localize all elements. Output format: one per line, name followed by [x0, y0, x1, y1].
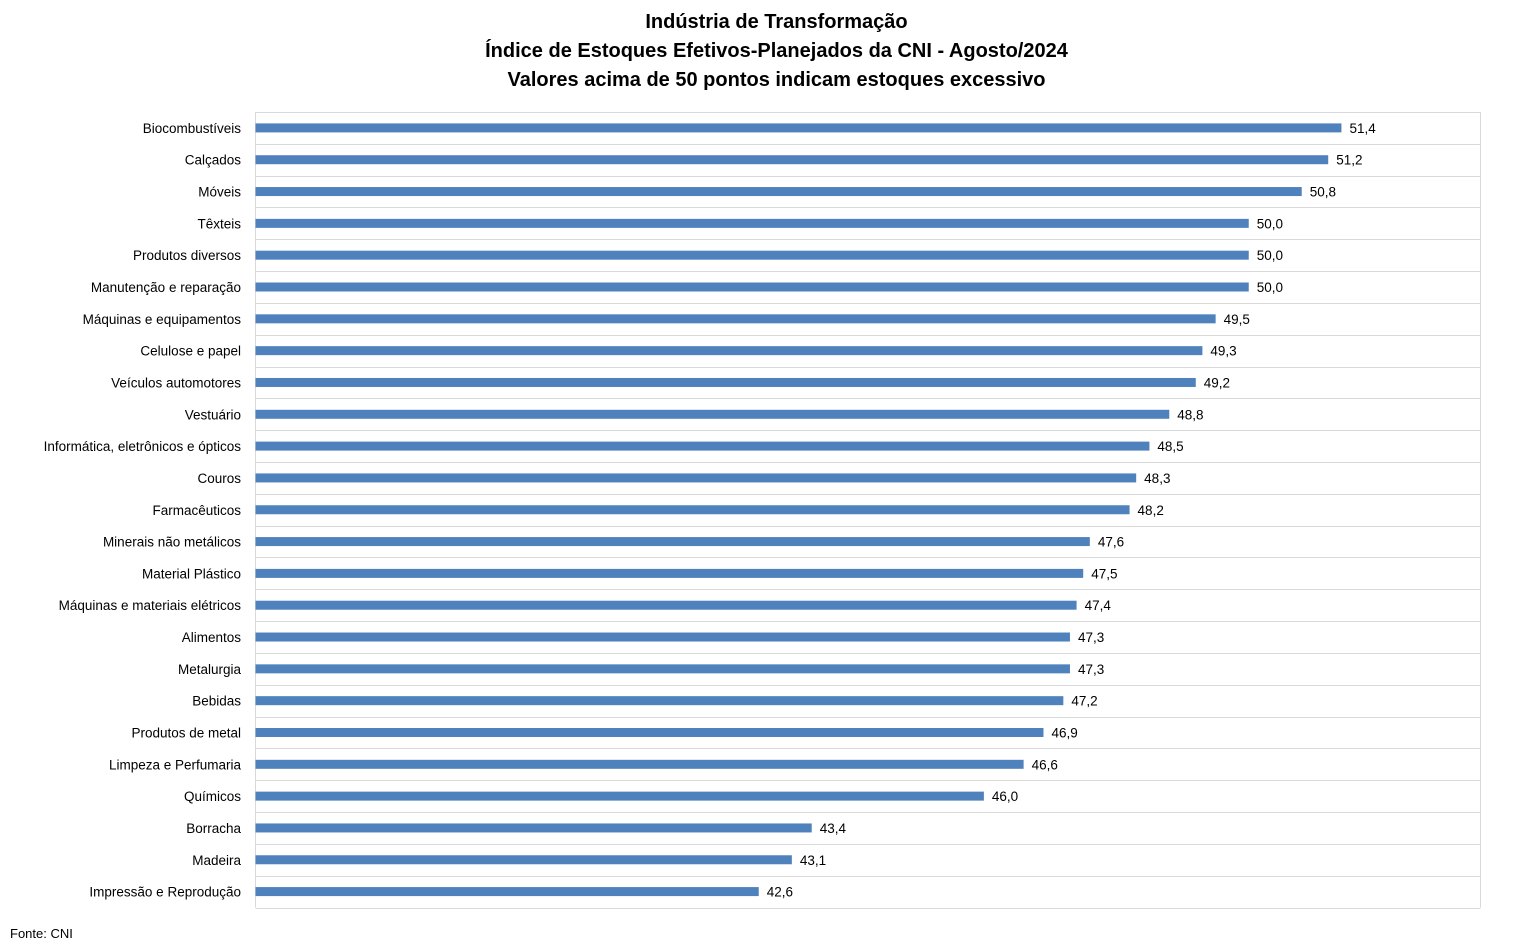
bar — [255, 282, 1249, 292]
data-label: 50,0 — [1257, 248, 1283, 263]
category-label: Celulose e papel — [140, 344, 241, 359]
data-label: 47,6 — [1098, 535, 1124, 550]
category-label: Minerais não metálicos — [103, 535, 241, 550]
data-label: 50,0 — [1257, 280, 1283, 295]
data-label: 47,5 — [1091, 566, 1117, 581]
bar — [255, 441, 1150, 451]
category-label: Máquinas e equipamentos — [83, 312, 242, 327]
bar — [255, 568, 1084, 578]
bar — [255, 537, 1090, 547]
category-label: Farmacêuticos — [152, 503, 241, 518]
bar — [255, 187, 1302, 197]
category-labels: Biocombustíveis Calçados Móveis Têxteis Prod… — [44, 121, 242, 900]
data-label: 49,2 — [1204, 375, 1230, 390]
data-label: 46,0 — [992, 789, 1018, 804]
data-label: 48,8 — [1177, 407, 1203, 422]
data-label: 50,0 — [1257, 216, 1283, 231]
bar — [255, 314, 1216, 324]
bar — [255, 664, 1070, 674]
category-label: Impressão e Reprodução — [89, 885, 241, 900]
data-label: 49,3 — [1210, 344, 1236, 359]
value-labels: 51,4 51,2 50,8 50,0 50,0 50,0 49,5 49,3 49,2 48,8… — [767, 121, 1376, 900]
bar — [255, 887, 759, 897]
data-label: 43,1 — [800, 853, 826, 868]
category-label: Borracha — [186, 821, 241, 836]
data-label: 51,2 — [1336, 153, 1362, 168]
category-label: Bebidas — [192, 694, 241, 709]
category-label: Biocombustíveis — [143, 121, 242, 136]
bar — [255, 218, 1249, 228]
bar — [255, 155, 1329, 165]
category-label: Couros — [197, 471, 241, 486]
category-label: Máquinas e materiais elétricos — [59, 598, 242, 613]
bars — [255, 123, 1342, 897]
source-note: Fonte: CNI — [10, 926, 73, 941]
data-label: 48,5 — [1157, 439, 1183, 454]
bar — [255, 409, 1170, 419]
category-label: Calçados — [185, 153, 242, 168]
title-line-1: Indústria de Transformação — [645, 11, 908, 33]
data-label: 47,3 — [1078, 630, 1104, 645]
category-label: Móveis — [198, 185, 241, 200]
data-label: 50,8 — [1310, 185, 1336, 200]
category-label: Madeira — [192, 853, 241, 868]
data-label: 51,4 — [1349, 121, 1376, 136]
data-label: 48,2 — [1138, 503, 1164, 518]
data-label: 46,9 — [1051, 725, 1077, 740]
bar — [255, 632, 1070, 642]
title-line-3: Valores acima de 50 pontos indicam estoq… — [507, 69, 1046, 91]
category-label: Material Plástico — [142, 566, 241, 581]
bar — [255, 759, 1024, 769]
category-label: Químicos — [184, 789, 241, 804]
data-label: 46,6 — [1032, 757, 1058, 772]
bar — [255, 727, 1044, 737]
bar — [255, 696, 1064, 706]
title-line-2: Índice de Estoques Efetivos-Planejados d… — [485, 40, 1068, 62]
bar — [255, 123, 1342, 133]
data-label: 42,6 — [767, 885, 793, 900]
category-label: Produtos de metal — [131, 725, 241, 740]
data-label: 47,2 — [1071, 694, 1097, 709]
data-label: 43,4 — [820, 821, 847, 836]
category-label: Informática, eletrônicos e ópticos — [44, 439, 242, 454]
bar — [255, 600, 1077, 610]
category-label: Manutenção e reparação — [91, 280, 241, 295]
category-label: Metalurgia — [178, 662, 242, 677]
data-label: 49,5 — [1224, 312, 1250, 327]
category-label: Veículos automotores — [111, 375, 241, 390]
bar — [255, 346, 1203, 356]
bar — [255, 505, 1130, 515]
bar — [255, 377, 1196, 387]
data-label: 47,4 — [1085, 598, 1112, 613]
gridlines — [255, 112, 1481, 909]
bar — [255, 791, 984, 801]
category-label: Alimentos — [182, 630, 242, 645]
data-label: 48,3 — [1144, 471, 1170, 486]
bar — [255, 823, 812, 833]
bar — [255, 855, 792, 865]
bar — [255, 473, 1137, 483]
category-label: Limpeza e Perfumaria — [109, 757, 242, 772]
category-label: Vestuário — [185, 407, 241, 422]
bar — [255, 250, 1249, 260]
category-label: Produtos diversos — [133, 248, 241, 263]
data-label: 47,3 — [1078, 662, 1104, 677]
chart-title: Indústria de Transformação Índice de Est… — [0, 8, 1519, 95]
category-label: Têxteis — [197, 216, 241, 231]
